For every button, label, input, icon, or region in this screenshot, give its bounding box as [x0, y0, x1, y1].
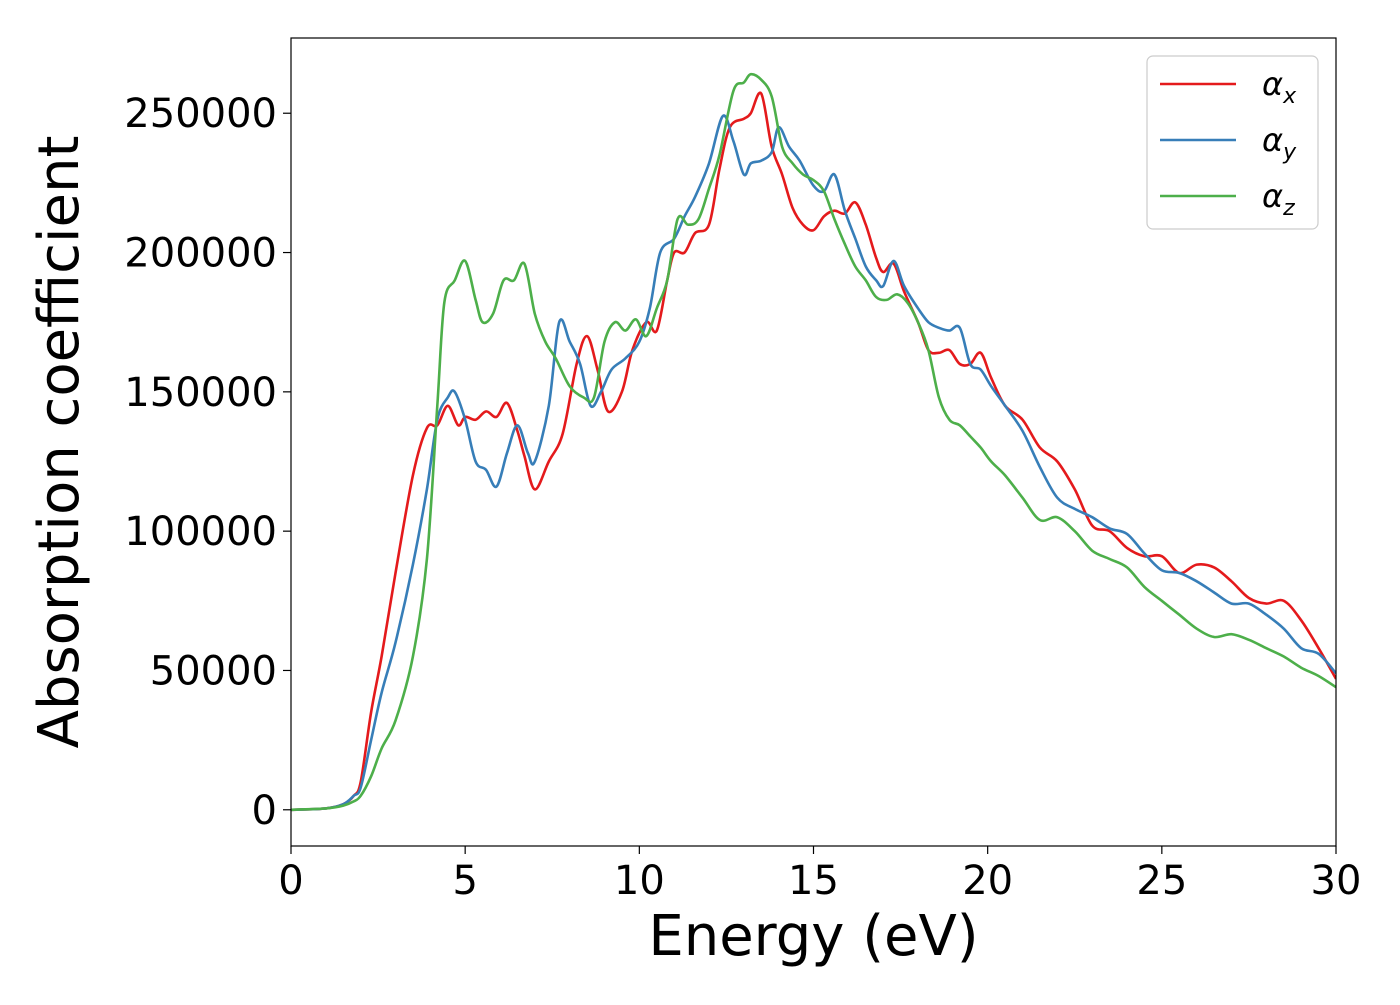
y-tick-label: 50000 — [150, 648, 277, 694]
chart-svg: 0 5 10 15 20 25 30 0 50000 100000 150000 200000 250… — [0, 0, 1400, 1000]
y-tick-label: 0 — [252, 788, 277, 834]
x-axis: 0 5 10 15 20 25 30 — [278, 846, 1361, 904]
x-tick-label: 15 — [788, 858, 839, 904]
x-tick-label: 10 — [614, 858, 665, 904]
y-axis-title: Absorption coefficient — [27, 136, 92, 749]
legend-symbol: α — [1262, 121, 1283, 159]
legend-symbol: α — [1262, 65, 1283, 103]
y-tick-label: 200000 — [124, 231, 277, 277]
legend-subscript: y — [1282, 140, 1297, 165]
x-tick-label: 25 — [1136, 858, 1187, 904]
x-tick-label: 20 — [962, 858, 1013, 904]
x-tick-label: 0 — [278, 858, 303, 904]
legend-symbol: α — [1262, 177, 1283, 215]
y-axis: 0 50000 100000 150000 200000 250000 — [124, 91, 291, 834]
y-tick-label: 150000 — [124, 370, 277, 416]
legend-subscript: z — [1282, 196, 1295, 221]
y-tick-label: 100000 — [124, 509, 277, 555]
x-tick-label: 5 — [452, 858, 477, 904]
y-tick-label: 250000 — [124, 91, 277, 137]
x-tick-label: 30 — [1311, 858, 1362, 904]
legend-subscript: x — [1282, 84, 1297, 109]
chart: 0 5 10 15 20 25 30 0 50000 100000 150000 200000 250… — [0, 0, 1400, 1000]
x-axis-title: Energy (eV) — [648, 904, 978, 969]
